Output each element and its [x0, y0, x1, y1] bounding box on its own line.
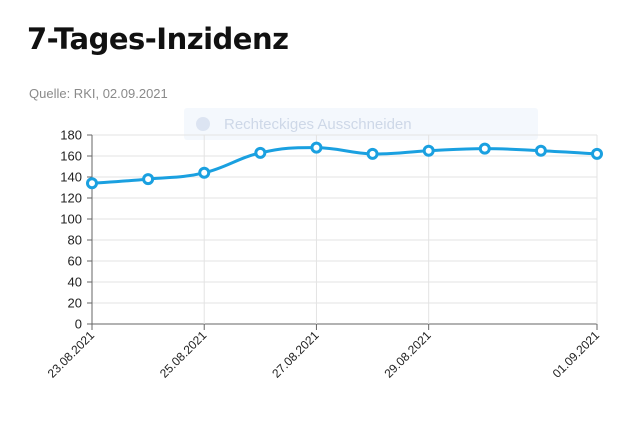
x-tick-label: 25.08.2021 — [157, 328, 210, 381]
y-tick-label: 60 — [68, 254, 82, 269]
page-title: 7-Tages-Inzidenz — [27, 22, 289, 56]
snip-mode-icon[interactable] — [196, 117, 210, 131]
x-tick-label: 27.08.2021 — [269, 328, 322, 381]
x-tick-label: 29.08.2021 — [381, 328, 434, 381]
x-tick-label: 01.09.2021 — [550, 328, 603, 381]
y-tick-label: 0 — [75, 317, 82, 332]
data-point — [86, 177, 98, 190]
source-note: Quelle: RKI, 02.09.2021 — [29, 86, 168, 101]
y-tick-label: 120 — [60, 191, 82, 206]
data-point — [422, 144, 435, 157]
y-tick-label: 20 — [68, 296, 82, 311]
chart-series — [91, 146, 598, 185]
y-tick-label: 180 — [60, 128, 82, 143]
data-point — [478, 142, 491, 155]
data-point — [534, 144, 547, 157]
data-point — [310, 141, 323, 154]
data-point — [254, 146, 267, 159]
chart-points — [86, 141, 603, 190]
data-point — [366, 147, 379, 160]
x-tick-label: 23.08.2021 — [45, 328, 98, 381]
chart-axes: 0 20 40 60 80 100 120 140 160 180 23.08.2021 25.08.… — [45, 128, 603, 381]
y-tick-label: 80 — [68, 233, 82, 248]
y-tick-label: 140 — [60, 170, 82, 185]
y-tick-label: 40 — [68, 275, 82, 290]
data-point — [591, 147, 603, 160]
data-point — [142, 173, 155, 186]
y-tick-label: 100 — [60, 212, 82, 227]
chart-grid — [91, 134, 598, 325]
y-tick-label: 160 — [60, 149, 82, 164]
data-point — [198, 166, 211, 179]
series-line — [91, 146, 598, 185]
snip-mode-label: Rechteckiges Ausschneiden — [224, 115, 412, 133]
